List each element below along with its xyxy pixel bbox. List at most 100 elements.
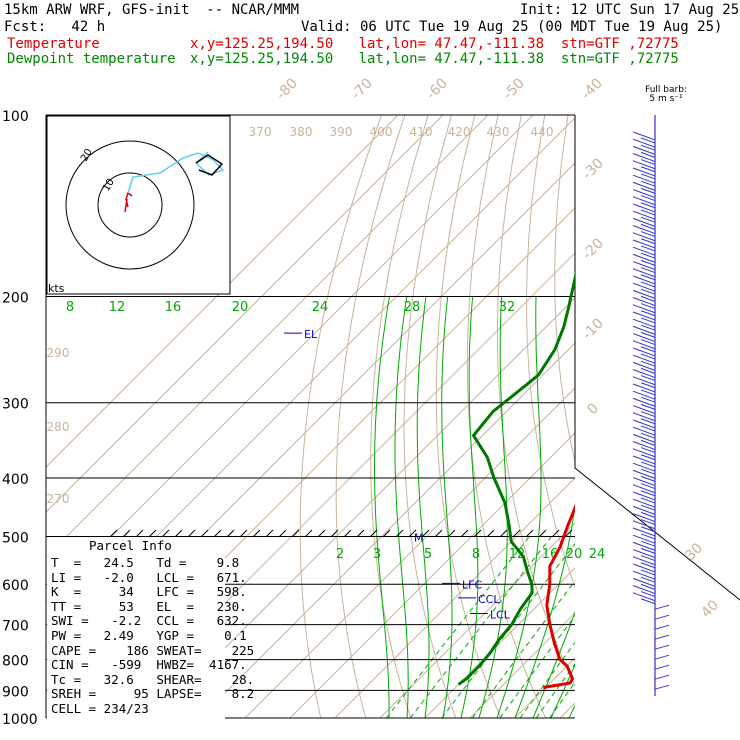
hodograph-box — [46, 115, 231, 295]
wind-barb — [632, 433, 656, 443]
dry-adiabat-line — [466, 115, 547, 718]
moist-adiabat-line — [374, 296, 390, 718]
wind-barb — [632, 189, 656, 199]
wind-barb — [640, 425, 656, 432]
moist-adiabat-line — [532, 611, 575, 718]
wind-barb — [632, 145, 656, 155]
dry-adiabat-line — [554, 115, 575, 465]
hatch-mark — [278, 529, 287, 538]
mixing-ratio-line — [441, 542, 575, 718]
wind-barb — [632, 268, 656, 278]
pressure-label: 200 — [2, 291, 29, 307]
hatch-mark — [538, 529, 547, 538]
wind-barb — [640, 519, 656, 526]
wind-barb — [632, 318, 656, 328]
wind-barb — [640, 367, 656, 374]
mixing-ratio-label: 2 — [336, 547, 344, 562]
wind-barb — [640, 144, 656, 151]
wind-barb — [632, 333, 656, 343]
wind-barb — [632, 405, 656, 415]
theta-e-label: 32 — [499, 300, 516, 315]
wind-barb — [632, 181, 656, 191]
wind-barb — [654, 614, 670, 620]
pressure-label: 500 — [2, 530, 29, 546]
isotherm-label: -40 — [578, 75, 605, 102]
full-barb-note: Full barb: 5 m s⁻¹ — [638, 86, 694, 104]
wind-barb — [632, 347, 656, 357]
theta-label: 380 — [290, 125, 313, 139]
moist-adiabat-line — [460, 296, 479, 718]
wind-barb — [640, 555, 656, 562]
parcel-info-row: SWI = -2.2 CCL = 632. — [51, 613, 247, 629]
temperature-location: x,y=125.25,194.50 lat,lon= 47.47,-111.38… — [190, 36, 679, 52]
theta-label: 390 — [330, 125, 353, 139]
wind-barb — [632, 275, 656, 285]
wind-barb — [632, 289, 656, 299]
wind-barb — [654, 684, 670, 690]
wind-barb — [632, 484, 656, 494]
wind-barb — [632, 325, 656, 335]
hatch-mark — [226, 529, 235, 538]
wind-barb — [632, 491, 656, 501]
wind-barb — [640, 375, 656, 382]
wind-barb — [632, 397, 656, 407]
theta-e-label: 24 — [312, 300, 329, 315]
parcel-info-row: CAPE = 186 SWEAT= 225 — [51, 642, 255, 658]
wind-barb — [640, 439, 656, 446]
wind-barb — [632, 441, 656, 451]
sounding-traces — [457, 237, 575, 689]
wind-barb — [640, 195, 656, 202]
wind-barb — [632, 520, 656, 530]
isotherm-line — [46, 115, 399, 468]
pressure-label: 1000 — [2, 712, 38, 728]
wind-barb — [640, 281, 656, 288]
marker-label-lfc: LFC — [462, 578, 482, 591]
wind-barb — [632, 390, 656, 400]
wind-barb — [640, 209, 656, 216]
pressure-label: 100 — [2, 109, 29, 125]
dry-adiabat-line — [635, 115, 740, 718]
temperature-trace — [543, 503, 575, 689]
wind-barb — [640, 331, 656, 338]
hatch-mark — [200, 529, 209, 538]
wind-barb — [640, 360, 656, 367]
pressure-label: 900 — [2, 684, 29, 700]
dry-adiabat-line — [660, 115, 740, 718]
mixing-ratio-label: 12 — [509, 547, 526, 562]
hatch-mark — [408, 529, 417, 538]
hatch-mark — [109, 529, 118, 538]
marker-m: M — [414, 531, 424, 544]
wind-barb — [640, 317, 656, 324]
isotherm-line — [605, 115, 740, 718]
wind-barb — [640, 569, 656, 576]
dry-adiabat-line — [403, 115, 457, 718]
pressure-label: 300 — [2, 397, 29, 413]
wind-barb — [640, 576, 656, 583]
isotherm-label: -30 — [579, 155, 606, 182]
isotherm-line — [199, 342, 575, 718]
hatch-mark — [460, 529, 469, 538]
hatch-mark — [135, 529, 144, 538]
theta-e-label: 16 — [165, 300, 182, 315]
wind-barb — [632, 505, 656, 515]
theta-label: 430 — [487, 125, 510, 139]
wind-barb — [640, 432, 656, 439]
model-title: 15km ARW WRF, GFS-init -- NCAR/MMM — [4, 2, 300, 18]
wind-barb — [640, 418, 656, 425]
dry-adiabat-line — [609, 115, 740, 718]
axis-labels: -80 -70 -60 -50 -40 -30 -20 -10 0 30 40 370 380 390 40… — [47, 75, 723, 621]
isotherm-label: -10 — [579, 315, 606, 342]
hodograph-ring — [97, 172, 163, 238]
parcel-markers: EL LFC CCL LCL M — [109, 328, 573, 622]
wind-barb — [632, 369, 656, 379]
mixing-ratio-label: 20 — [566, 547, 583, 562]
wind-barb — [632, 297, 656, 307]
wind-barb — [632, 239, 656, 249]
wind-barb — [640, 490, 656, 497]
wind-barb — [632, 498, 656, 508]
marker-label-lcl: LCL — [490, 609, 511, 622]
wind-barb — [632, 448, 656, 458]
wind-barb — [640, 598, 656, 605]
hatch-mark — [239, 529, 248, 538]
wind-barb — [632, 541, 656, 551]
